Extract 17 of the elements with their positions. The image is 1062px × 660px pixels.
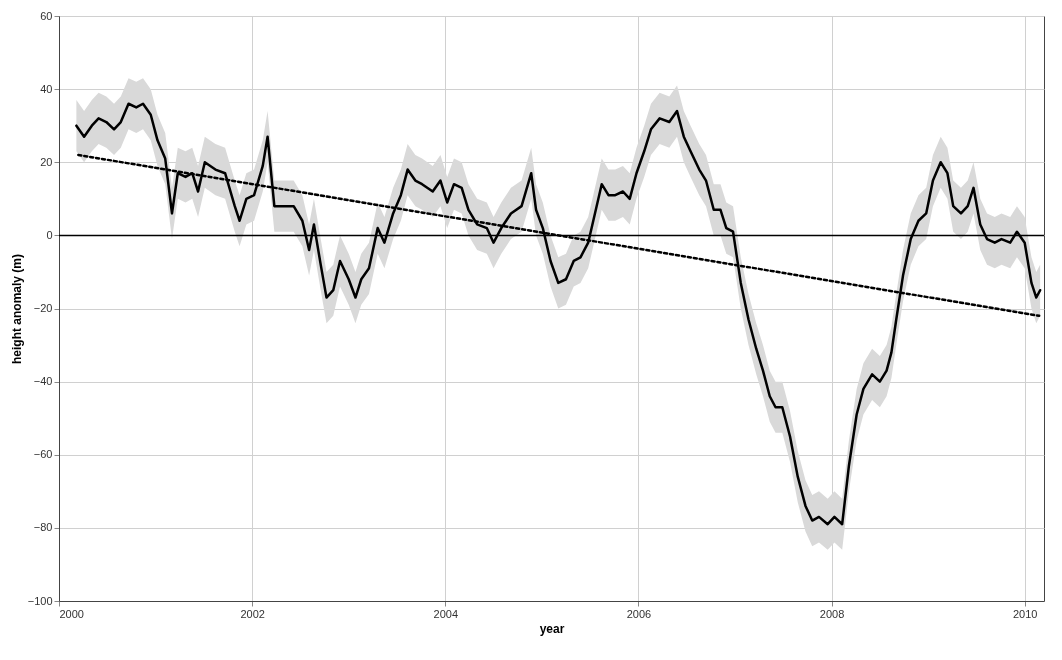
y-tick-label: −20 <box>33 302 53 314</box>
y-tick-label: 20 <box>40 155 53 168</box>
x-tick-label: 2002 <box>240 607 265 620</box>
x-tick-label: 2004 <box>433 607 459 620</box>
y-tick-label: −60 <box>33 448 53 461</box>
y-tick-label: −40 <box>33 375 53 388</box>
y-tick-label: 0 <box>46 228 53 241</box>
y-axis-title: height anomaly (m) <box>9 253 24 365</box>
x-tick-label: 2010 <box>1012 607 1038 620</box>
y-tick-label: 40 <box>40 82 53 95</box>
x-tick-label: 2000 <box>59 607 84 620</box>
y-tick-label: −80 <box>33 521 53 534</box>
y-tick-label: 60 <box>40 9 53 22</box>
y-tick-label: −100 <box>27 594 53 607</box>
x-tick-label: 2008 <box>819 607 845 620</box>
x-axis-title: year <box>539 621 565 636</box>
x-tick-label: 2006 <box>626 607 652 620</box>
